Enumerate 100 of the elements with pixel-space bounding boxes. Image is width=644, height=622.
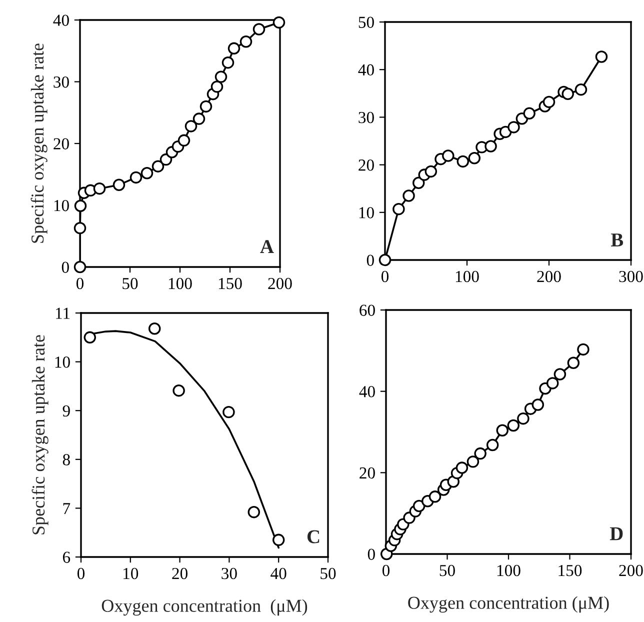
point	[474, 447, 486, 460]
y-axis-title: Specific oxygen uptake rate	[30, 44, 48, 243]
y-tick-label: 20	[360, 467, 375, 479]
x-tick-label: 100	[497, 564, 520, 576]
y-tick-label: 10	[359, 207, 374, 218]
point	[523, 107, 536, 120]
y-tick-label: 10	[55, 356, 70, 368]
point	[442, 150, 454, 162]
point	[130, 171, 142, 184]
point	[567, 356, 580, 369]
x-tick-label: 50	[320, 568, 336, 580]
point	[517, 412, 530, 425]
y-tick-label: 11	[56, 308, 70, 319]
point	[412, 500, 426, 512]
y-tick-label: 7	[63, 503, 70, 514]
point	[562, 88, 574, 100]
point	[574, 83, 588, 96]
point	[148, 322, 161, 335]
point	[248, 506, 260, 518]
point	[272, 534, 285, 546]
y-tick-label: 50	[358, 16, 374, 28]
x-tick-label: 150	[218, 278, 242, 290]
x-tick-label: 100	[168, 278, 192, 290]
point	[507, 419, 520, 432]
x-tick-label: 200	[268, 278, 292, 290]
x-tick-label: 100	[456, 270, 479, 282]
y-axis-title: Specific oxygen uptake rate	[32, 335, 48, 534]
x-axis-title: Oxygen concentration (μM)	[102, 599, 308, 616]
y-tick-label: 0	[368, 548, 375, 560]
point	[93, 182, 106, 195]
point	[484, 140, 497, 152]
point	[595, 50, 608, 63]
point	[466, 456, 480, 468]
y-tick-label: 40	[359, 386, 375, 398]
point	[378, 254, 392, 266]
point	[252, 23, 266, 36]
x-tick-label: 30	[222, 568, 237, 580]
x-tick-label: 0	[77, 568, 85, 580]
point	[200, 100, 212, 113]
x-tick-label: 200	[619, 564, 643, 576]
point	[210, 80, 224, 93]
point	[74, 200, 87, 212]
x-tick-label: 0	[381, 270, 389, 282]
y-tick-label: 8	[62, 454, 70, 466]
point	[192, 112, 206, 125]
point	[74, 222, 86, 234]
point	[402, 190, 415, 202]
point	[456, 155, 470, 168]
point	[428, 490, 442, 503]
x-tick-label: 50	[122, 278, 138, 290]
annotation: B	[610, 234, 624, 246]
point	[112, 178, 126, 191]
point	[456, 462, 468, 474]
point	[222, 56, 234, 69]
y-tick-label: 9	[62, 405, 70, 417]
point	[184, 120, 198, 132]
y-tick-label: 10	[54, 200, 69, 212]
point	[554, 368, 566, 380]
annotation: A	[260, 240, 274, 253]
y-tick-label: 6	[62, 552, 70, 563]
y-tick-label: 0	[366, 254, 374, 266]
y-tick-label: 40	[358, 64, 374, 76]
y-tick-label: 60	[360, 304, 375, 316]
x-axis-title: Oxygen concentration (μM)	[408, 596, 609, 613]
y-tick-label: 30	[54, 76, 69, 88]
point	[468, 152, 481, 164]
y-tick-label: 40	[53, 14, 69, 26]
point	[178, 134, 190, 147]
point	[152, 160, 164, 172]
x-tick-label: 20	[172, 568, 188, 580]
x-tick-label: 200	[537, 270, 561, 282]
y-tick-label: 0	[62, 262, 69, 273]
point	[228, 42, 240, 55]
point	[508, 121, 520, 134]
point	[74, 260, 86, 274]
x-tick-label: 10	[124, 568, 138, 580]
y-tick-label: 20	[54, 138, 69, 150]
x-tick-label: 150	[558, 564, 582, 576]
x-tick-label: 50	[440, 564, 455, 576]
y-tick-label: 30	[358, 112, 374, 124]
point	[172, 384, 185, 397]
point	[546, 377, 559, 390]
annotation: D	[610, 527, 623, 540]
point	[140, 167, 154, 180]
x-tick-label: 0	[76, 278, 84, 290]
point	[496, 424, 508, 436]
point	[532, 398, 544, 411]
point	[222, 406, 235, 418]
point	[392, 202, 405, 216]
annotation: C	[308, 530, 320, 544]
point	[214, 70, 228, 83]
point	[84, 331, 96, 344]
x-tick-label: 0	[382, 564, 390, 576]
point	[542, 96, 556, 108]
point	[240, 35, 252, 48]
point	[424, 165, 438, 178]
x-tick-label: 40	[270, 568, 286, 580]
x-tick-label: 300	[619, 270, 643, 282]
point	[412, 176, 425, 190]
point	[486, 438, 499, 452]
